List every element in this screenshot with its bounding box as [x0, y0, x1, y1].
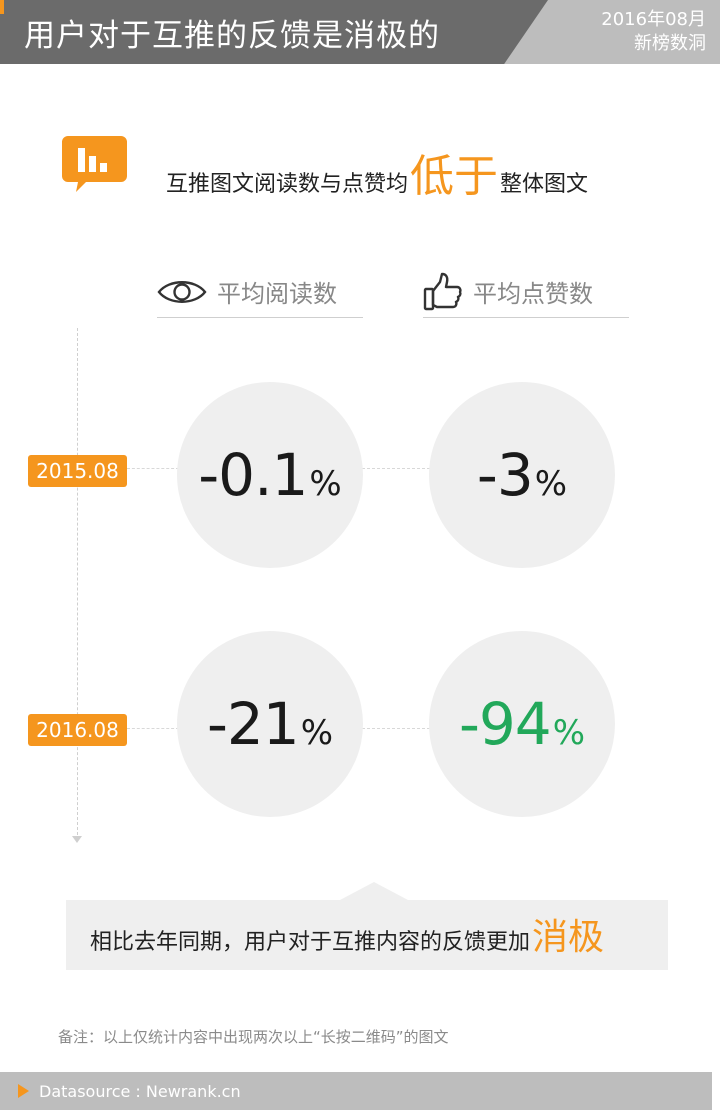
value-2015-reads: -0.1 [198, 441, 308, 509]
play-arrow-icon [18, 1084, 29, 1098]
conclusion-pointer [340, 882, 408, 900]
connector-line [362, 728, 430, 729]
conclusion-highlight: 消极 [532, 917, 605, 958]
column-header-reads: 平均阅读数 [157, 266, 363, 318]
value-circle-2016-reads: -21 % [177, 631, 363, 817]
connector-line [362, 468, 430, 469]
year-tag-2016: 2016.08 [28, 714, 127, 746]
page-title: 用户对于互推的反馈是消极的 [24, 18, 440, 54]
percent-sign: % [534, 464, 568, 504]
value-2015-likes: -3 [476, 441, 534, 509]
footer-bar: Datasource : Newrank.cn [0, 1072, 712, 1110]
value-2016-likes: -94 [458, 690, 552, 758]
subtitle-highlight: 低于 [410, 151, 499, 202]
header-brand: 新榜数洞 [634, 33, 706, 54]
value-circle-2015-reads: -0.1 % [177, 382, 363, 568]
thumbs-up-icon [423, 272, 463, 312]
header-date-month: 2016年08月 [601, 9, 706, 30]
column-header-likes: 平均点赞数 [423, 266, 629, 318]
conclusion-box [66, 900, 668, 970]
column-label-likes: 平均点赞数 [473, 280, 593, 308]
year-tag-2015: 2015.08 [28, 455, 127, 487]
conclusion-main: 相比去年同期，用户对于互推内容的反馈更加 [90, 930, 531, 955]
subtitle: 互推图文阅读数与点赞均 低于 整体图文 [166, 140, 589, 202]
percent-sign: % [552, 713, 586, 753]
subtitle-part2: 整体图文 [500, 172, 589, 197]
percent-sign: % [309, 464, 342, 504]
value-circle-2015-likes: -3 % [429, 382, 615, 568]
conclusion-text: 相比去年同期，用户对于互推内容的反馈更加 消极 [90, 908, 604, 964]
eye-icon [157, 276, 207, 308]
column-label-reads: 平均阅读数 [217, 280, 337, 308]
header-accent-mark [0, 0, 4, 14]
percent-sign: % [300, 713, 334, 753]
value-2016-reads: -21 [206, 690, 300, 758]
timeline-line [77, 328, 78, 840]
subtitle-part1: 互推图文阅读数与点赞均 [166, 172, 409, 197]
value-circle-2016-likes: -94 % [429, 631, 615, 817]
header-date: 2016年08月 新榜数洞 [601, 8, 706, 56]
footnote: 备注：以上仅统计内容中出现两次以上“长按二维码”的图文 [58, 1028, 449, 1046]
header-title-panel [0, 0, 548, 64]
timeline-arrow-icon [72, 836, 82, 843]
datasource-text: Datasource : Newrank.cn [39, 1081, 241, 1101]
bar-chart-icon [62, 136, 127, 192]
connector-line [127, 468, 179, 469]
header-bar: 用户对于互推的反馈是消极的 2016年08月 新榜数洞 [0, 0, 720, 64]
connector-line [127, 728, 179, 729]
